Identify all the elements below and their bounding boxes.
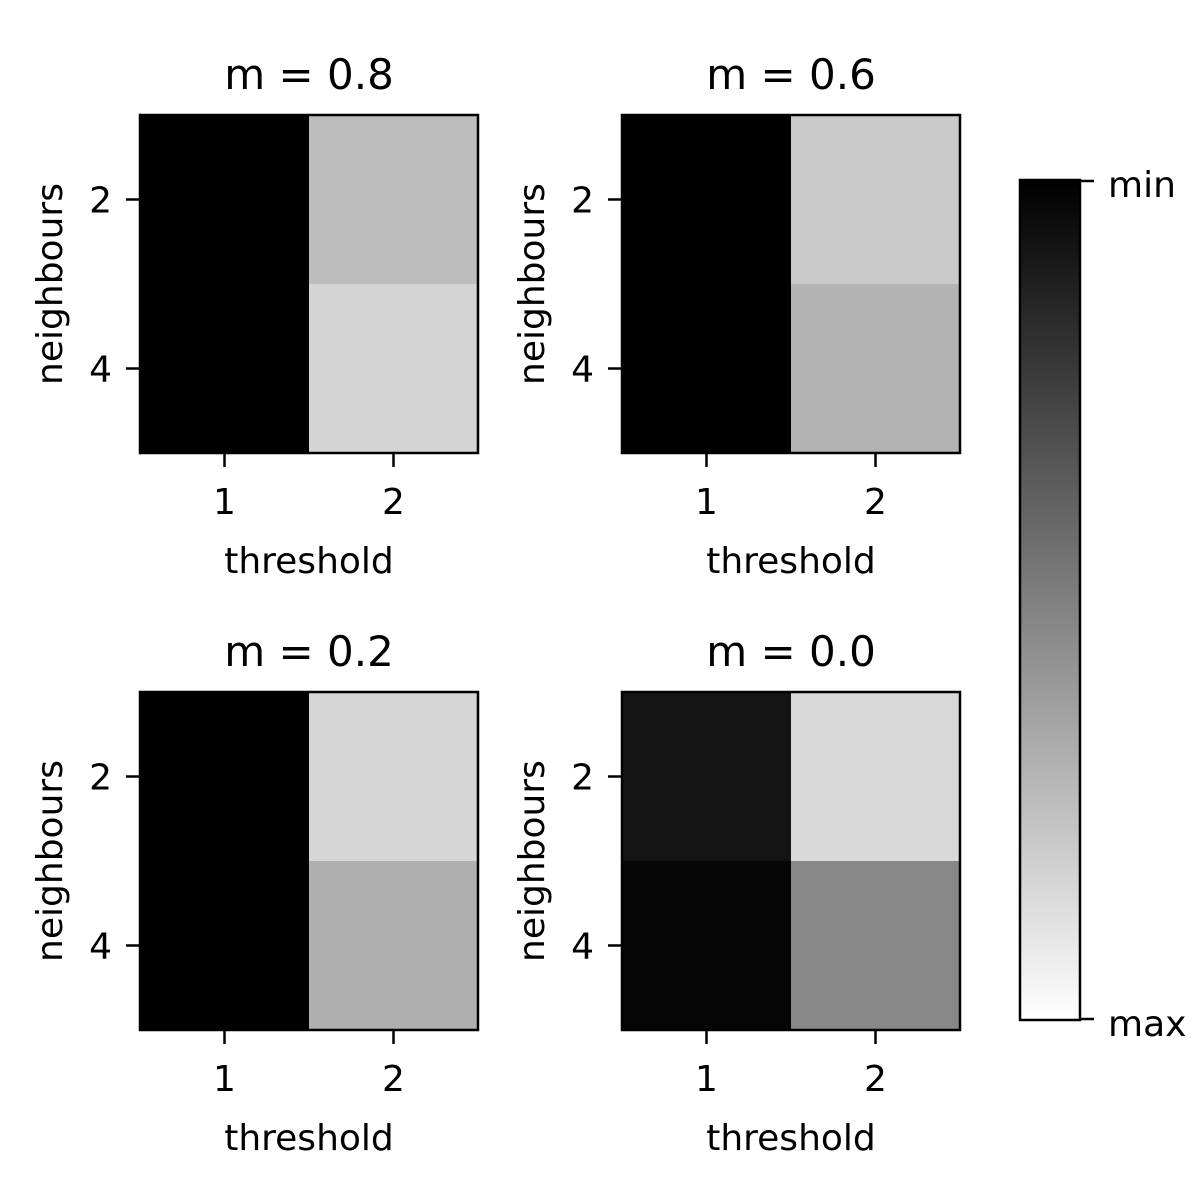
x-tick-label: 2	[864, 1059, 887, 1100]
panel-frame	[620, 113, 962, 455]
panel-title: m = 0.0	[706, 627, 876, 676]
x-tick-label: 1	[695, 1059, 718, 1100]
x-axis-label: threshold	[706, 1118, 876, 1159]
y-axis-label: neighbours	[30, 760, 71, 962]
x-tick-label: 2	[382, 482, 405, 523]
heatmap-cell-r1-c1	[622, 692, 791, 861]
panel-3: m = 0.2 1 2 2 4 threshold neighbours	[30, 627, 480, 1159]
y-tick-label: 2	[89, 181, 112, 222]
x-axis-label: threshold	[224, 1118, 394, 1159]
heatmap-cell-r1-c1	[622, 115, 791, 284]
x-axis-label: threshold	[224, 541, 394, 582]
panel-title: m = 0.6	[706, 50, 876, 99]
heatmap-cell-r1-c2	[791, 692, 960, 861]
y-tick-label: 4	[571, 927, 594, 968]
y-tick-label: 2	[571, 758, 594, 799]
colorbar-min-label: min	[1108, 165, 1176, 206]
panel-frame	[138, 690, 480, 1032]
x-tick-label: 2	[864, 482, 887, 523]
panel-2: m = 0.6 1 2 2 4 threshold neighbours	[512, 50, 962, 582]
x-tick-label: 1	[695, 482, 718, 523]
heatmap-cell-r2-c2	[309, 284, 478, 453]
y-tick-label: 2	[571, 181, 594, 222]
y-axis-label: neighbours	[512, 760, 553, 962]
heatmap-cell-r1-c1	[140, 692, 309, 861]
heatmap-cell-r2-c1	[622, 284, 791, 453]
x-tick-label: 1	[213, 482, 236, 523]
heatmap-cell-r2-c2	[309, 861, 478, 1030]
heatmap-cell-r1-c2	[309, 115, 478, 284]
colorbar-gradient	[1020, 180, 1080, 1020]
panel-title: m = 0.8	[224, 50, 394, 99]
x-tick-label: 1	[213, 1059, 236, 1100]
heatmap-cell-r2-c1	[140, 284, 309, 453]
heatmap-cell-r1-c2	[309, 692, 478, 861]
heatmap-cell-r1-c2	[791, 115, 960, 284]
x-axis-label: threshold	[706, 541, 876, 582]
panel-frame	[620, 690, 962, 1032]
x-tick-label: 2	[382, 1059, 405, 1100]
y-tick-label: 4	[89, 350, 112, 391]
heatmap-cell-r1-c1	[140, 115, 309, 284]
y-axis-label: neighbours	[512, 183, 553, 385]
panels-group: m = 0.8 1 2 2 4 threshold neighbours m = 0.6 1 2 2…	[30, 50, 962, 1159]
heatmap-cell-r2-c2	[791, 284, 960, 453]
heatmap-cell-r2-c2	[791, 861, 960, 1030]
heatmap-cell-r2-c1	[140, 861, 309, 1030]
y-tick-label: 4	[571, 350, 594, 391]
y-tick-label: 2	[89, 758, 112, 799]
colorbar-frame	[1018, 178, 1082, 1022]
panel-1: m = 0.8 1 2 2 4 threshold neighbours	[30, 50, 480, 582]
colorbar: min max	[1018, 165, 1186, 1045]
y-axis-label: neighbours	[30, 183, 71, 385]
panel-frame	[138, 113, 480, 455]
panel-title: m = 0.2	[224, 627, 394, 676]
panel-4: m = 0.0 1 2 2 4 threshold neighbours	[512, 627, 962, 1159]
y-tick-label: 4	[89, 927, 112, 968]
colorbar-max-label: max	[1108, 1004, 1186, 1045]
heatmap-cell-r2-c1	[622, 861, 791, 1030]
